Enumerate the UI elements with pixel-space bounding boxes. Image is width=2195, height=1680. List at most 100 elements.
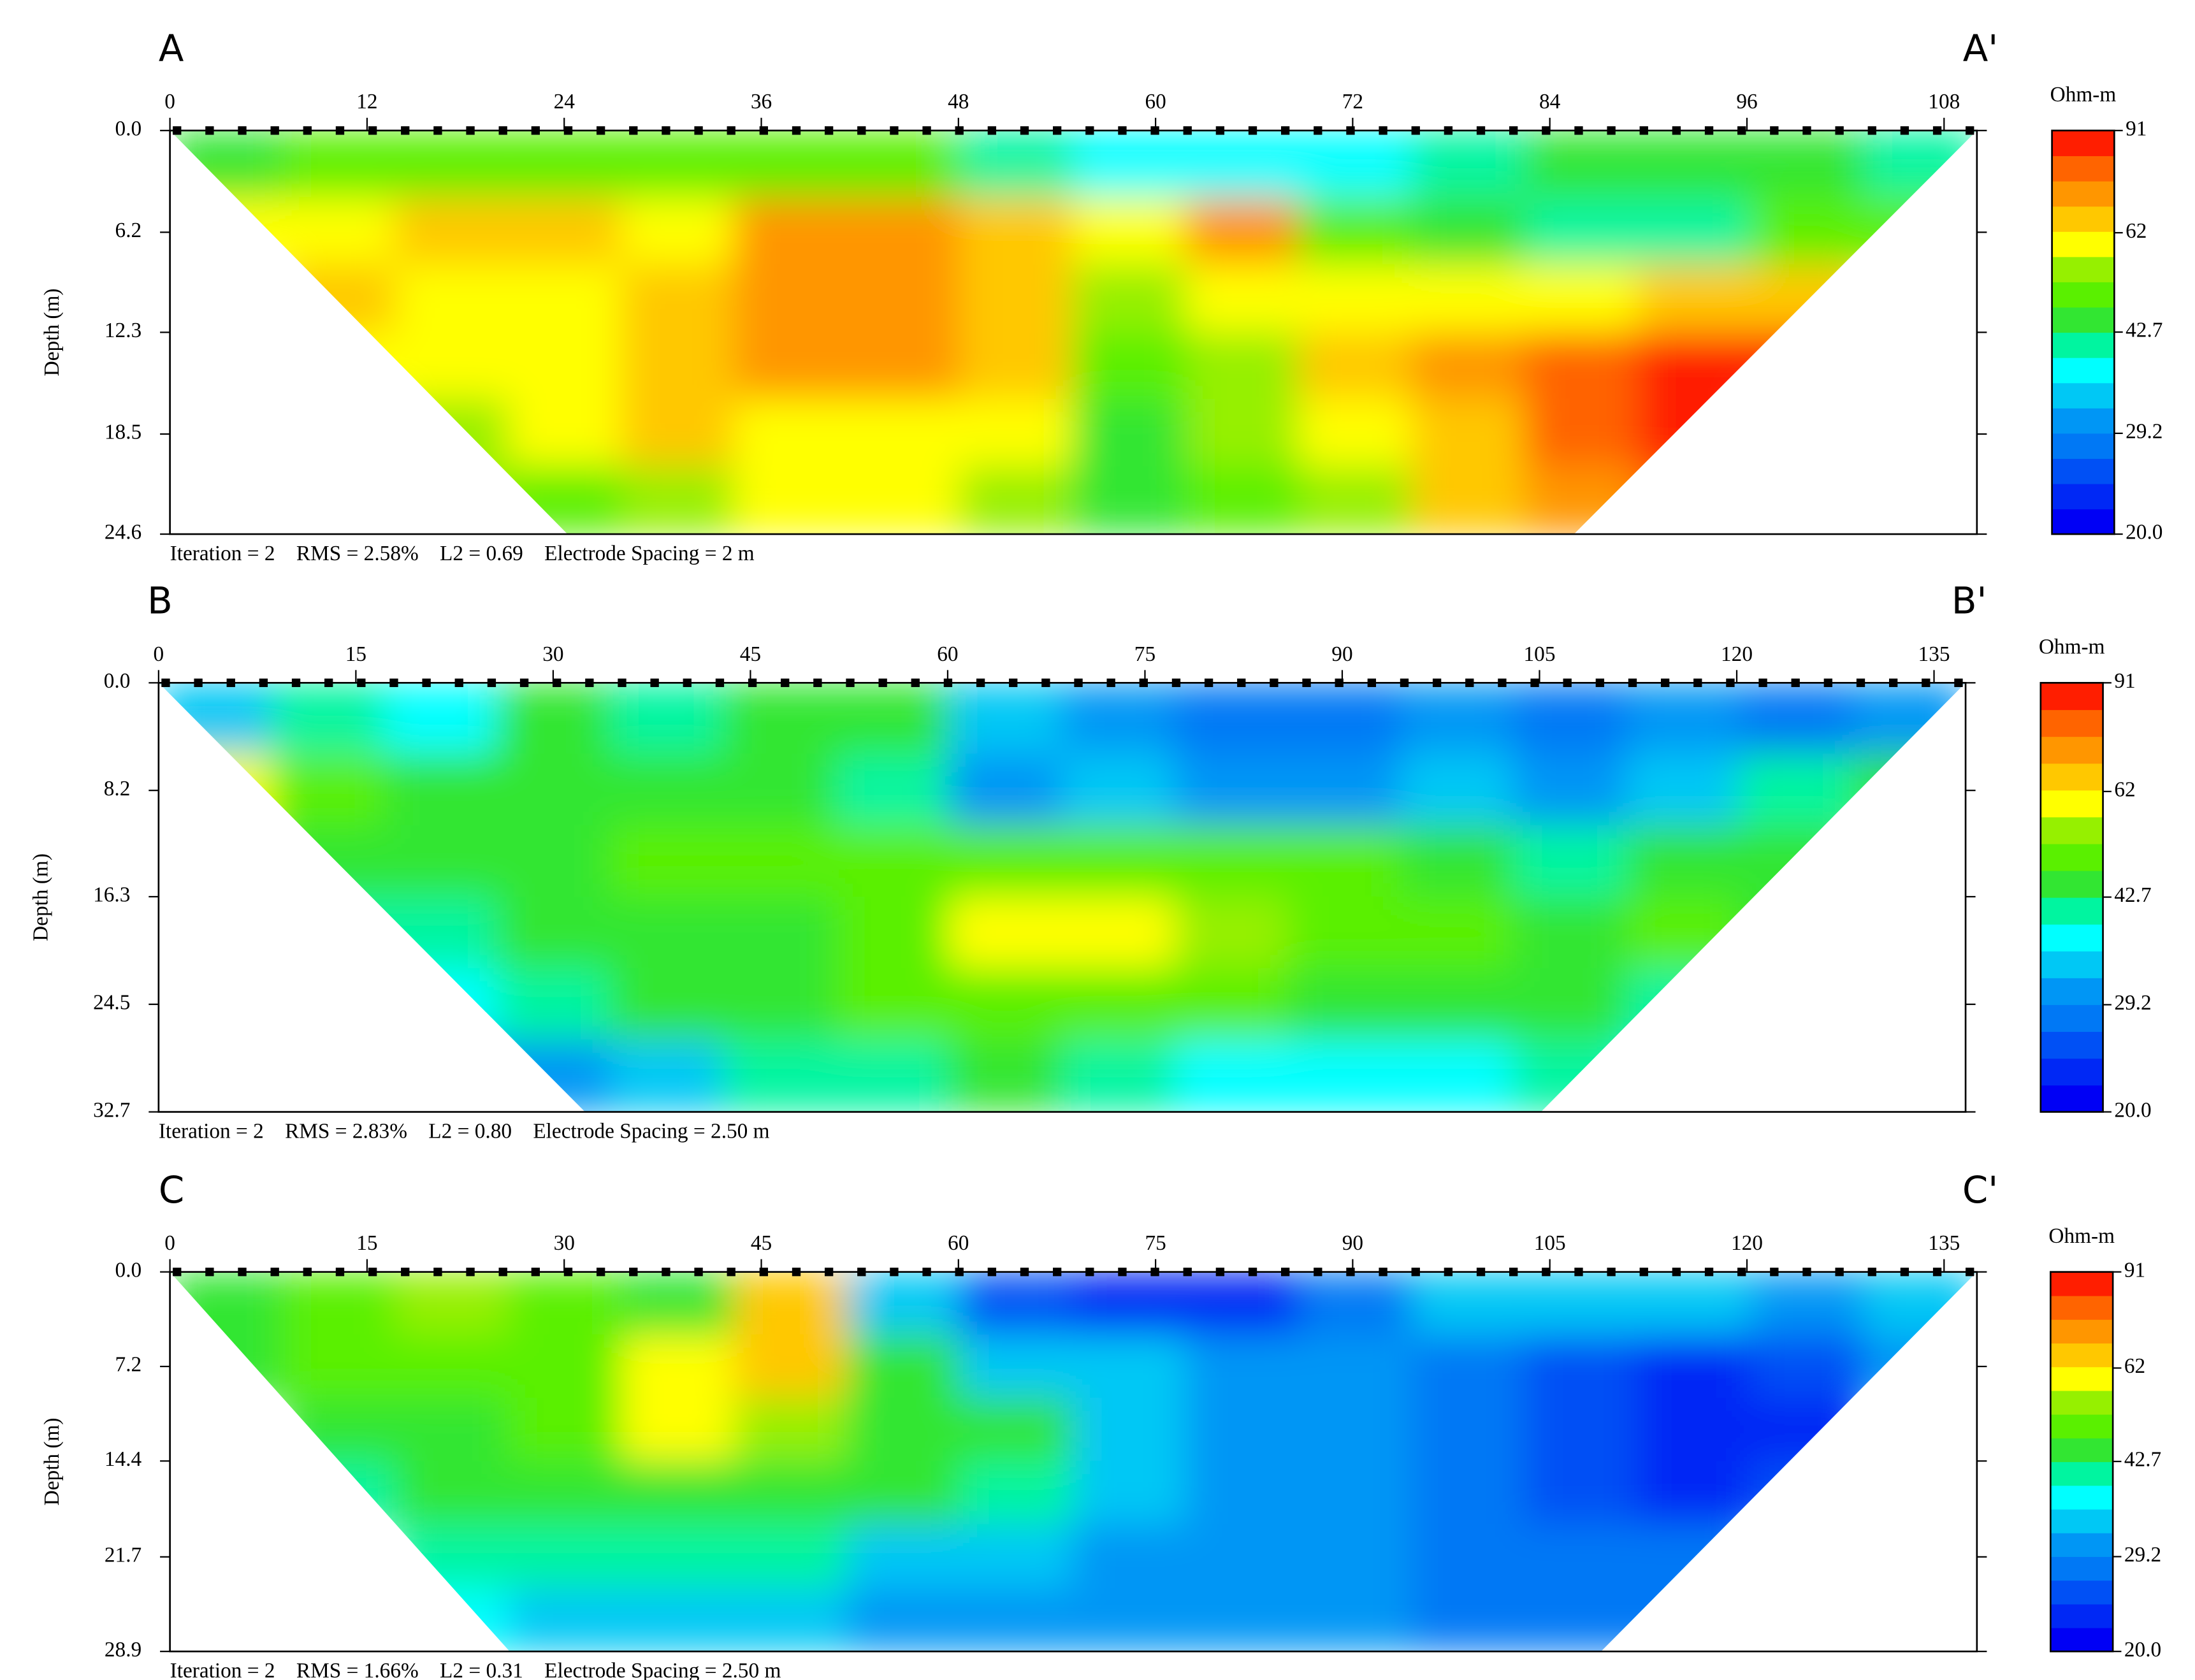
electrode xyxy=(1672,126,1681,135)
electrode xyxy=(401,126,410,135)
x-tick-label: 0 xyxy=(164,90,175,113)
resistivity-cell xyxy=(734,130,848,199)
electrode xyxy=(1074,678,1083,688)
colorbar-band xyxy=(2050,1319,2113,1344)
electrode xyxy=(1758,678,1767,688)
resistivity-cell xyxy=(395,1524,510,1589)
resistivity-cell xyxy=(395,398,510,468)
resistivity-cell xyxy=(1411,1398,1526,1463)
resistivity-cell xyxy=(835,1039,950,1112)
resistivity-cell xyxy=(1400,825,1515,899)
y-tick-label: 18.5 xyxy=(105,421,141,444)
electrode xyxy=(955,1268,964,1277)
electrode xyxy=(813,678,822,688)
colorbar-band xyxy=(2040,762,2103,791)
resistivity-cell xyxy=(282,1461,397,1526)
colorbar-band xyxy=(2040,897,2103,925)
resistivity-cell xyxy=(496,753,611,827)
resistivity-cell xyxy=(722,825,837,899)
electrode xyxy=(792,126,801,135)
electrode xyxy=(792,1268,801,1277)
electrode xyxy=(1628,678,1637,688)
colorbar-band xyxy=(2052,205,2115,232)
resistivity-cell xyxy=(170,1334,284,1400)
y-axis-label: Depth (m) xyxy=(40,289,64,377)
resistivity-cell xyxy=(959,466,1075,535)
electrode xyxy=(1737,1268,1746,1277)
electrode xyxy=(270,126,279,135)
colorbar-band xyxy=(2050,1604,2113,1628)
resistivity-cell xyxy=(1298,130,1413,199)
resistivity-cell xyxy=(959,398,1075,468)
resistivity-cell xyxy=(722,968,837,1041)
y-tick-label: 6.2 xyxy=(115,219,142,242)
x-tick-label: 108 xyxy=(1928,90,1960,113)
resistivity-cell xyxy=(1185,197,1300,266)
colorbar-band xyxy=(2040,1004,2103,1032)
electrode xyxy=(1106,678,1115,688)
colorbar-tick-label: 20.0 xyxy=(2114,1098,2151,1122)
y-tick-label: 32.7 xyxy=(93,1098,130,1122)
electrode xyxy=(1791,678,1800,688)
panel: 0 15 30 45 60 75 90 105 120 135 0.0 8.2 16.3 24.5 32.7… xyxy=(29,579,2151,1143)
resistivity-cell xyxy=(948,968,1063,1041)
resistivity-cell xyxy=(1851,683,1966,755)
electrode xyxy=(955,126,964,135)
resistivity-cell xyxy=(395,1334,510,1400)
electrode xyxy=(596,126,605,135)
electrode xyxy=(1867,126,1876,135)
y-axis-label: Depth (m) xyxy=(29,853,52,941)
electrode xyxy=(1509,126,1518,135)
resistivity-cell xyxy=(496,683,611,755)
resistivity-cell xyxy=(1524,197,1639,266)
resistivity-cell xyxy=(1411,1271,1526,1336)
resistivity-cell xyxy=(1750,1398,1865,1463)
electrode xyxy=(727,1268,735,1277)
electrode xyxy=(1270,678,1279,688)
resistivity-cell xyxy=(621,197,735,266)
resistivity-cell xyxy=(1073,1587,1187,1652)
electrode xyxy=(1476,126,1486,135)
resistivity-cell xyxy=(1411,264,1526,333)
resistivity-cell xyxy=(621,331,735,401)
electrode xyxy=(1509,1268,1518,1277)
resistivity-cell xyxy=(621,1398,735,1463)
resistivity-cell xyxy=(609,896,724,970)
resistivity-cell xyxy=(282,1398,397,1463)
electrode xyxy=(161,678,170,688)
electrode xyxy=(1856,678,1865,688)
resistivity-cell xyxy=(270,896,386,970)
resistivity-cell xyxy=(1863,130,1977,199)
colorbar-title: Ohm-m xyxy=(2039,635,2105,659)
section-label: B xyxy=(147,579,173,623)
resistivity-cell xyxy=(1411,1334,1526,1400)
electrode xyxy=(357,678,366,688)
colorbar-band xyxy=(2050,1414,2113,1438)
resistivity-cell xyxy=(395,466,510,535)
resistivity-cell xyxy=(1400,968,1515,1041)
resistivity-cell xyxy=(1750,1461,1865,1526)
resistivity-cell xyxy=(1185,1271,1300,1336)
x-tick-label: 45 xyxy=(740,642,761,666)
x-tick-label: 30 xyxy=(554,1231,575,1255)
resistivity-cell xyxy=(1750,264,1865,333)
electrode xyxy=(1020,126,1029,135)
electrode xyxy=(422,678,431,688)
electrode xyxy=(1444,126,1453,135)
resistivity-cell xyxy=(508,130,623,199)
resistivity-cell xyxy=(1513,753,1628,827)
colorbar-band xyxy=(2040,1031,2103,1059)
x-tick-label: 0 xyxy=(154,642,164,666)
electrode xyxy=(226,678,235,688)
electrode xyxy=(238,1268,247,1277)
electrode xyxy=(781,678,790,688)
x-tick-label: 60 xyxy=(937,642,958,666)
electrode xyxy=(1966,1268,1974,1277)
electrode xyxy=(1802,1268,1811,1277)
resistivity-cell xyxy=(282,264,397,333)
y-tick-label: 12.3 xyxy=(105,319,141,342)
colorbar-band xyxy=(2050,1509,2113,1533)
resistivity-cell xyxy=(508,1398,623,1463)
resistivity-cell xyxy=(1073,331,1187,401)
electrode xyxy=(1867,1268,1876,1277)
